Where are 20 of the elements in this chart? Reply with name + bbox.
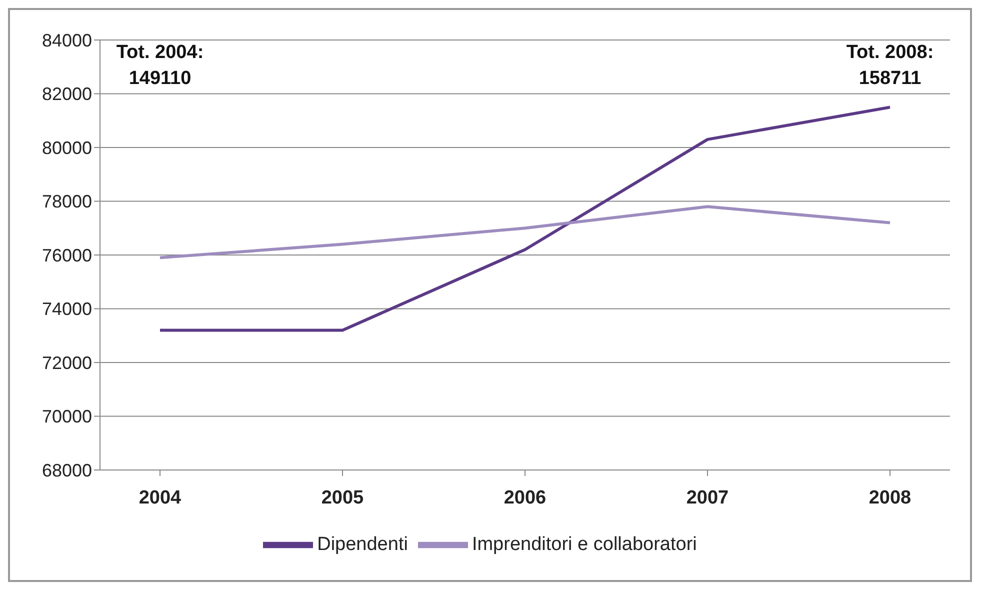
y-tick-label: 76000 <box>42 245 92 266</box>
annotation: Tot. 2004: 149110 <box>116 42 204 89</box>
x-tick-label: 2008 <box>868 487 912 508</box>
legend-label: Dipendenti <box>317 534 408 556</box>
y-tick-label: 72000 <box>42 352 92 373</box>
x-tick-label: 2006 <box>504 487 546 508</box>
line-series <box>158 106 892 332</box>
y-tick-label: 68000 <box>42 460 92 480</box>
y-tick-label: 82000 <box>42 84 92 104</box>
y-tick-label: 80000 <box>42 138 92 158</box>
y-tick-label: 84000 <box>42 30 92 50</box>
y-tick-label: 78000 <box>42 192 92 212</box>
y-tick-label: 70000 <box>42 406 92 427</box>
legend-label: Imprenditori e collaboratori <box>472 534 697 556</box>
x-tick-label: 2007 <box>686 487 729 508</box>
x-tick-label: 2004 <box>138 487 182 508</box>
y-tick-label: 74000 <box>42 299 92 320</box>
annotation: Tot. 2008: 158711 <box>846 42 934 89</box>
x-tick-label: 2005 <box>321 487 364 508</box>
line-series <box>158 205 892 260</box>
